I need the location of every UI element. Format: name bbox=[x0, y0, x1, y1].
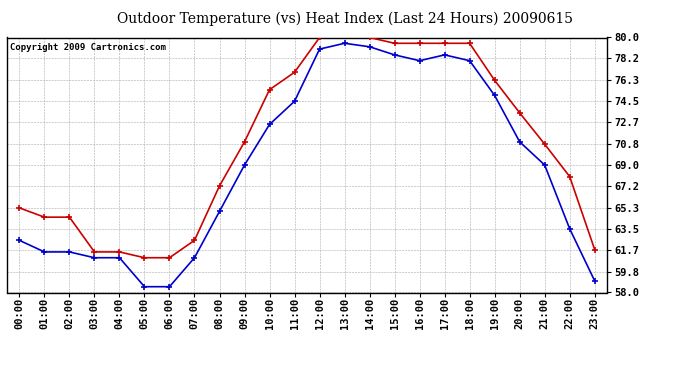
Text: Outdoor Temperature (vs) Heat Index (Last 24 Hours) 20090615: Outdoor Temperature (vs) Heat Index (Las… bbox=[117, 11, 573, 26]
Text: Copyright 2009 Cartronics.com: Copyright 2009 Cartronics.com bbox=[10, 43, 166, 52]
